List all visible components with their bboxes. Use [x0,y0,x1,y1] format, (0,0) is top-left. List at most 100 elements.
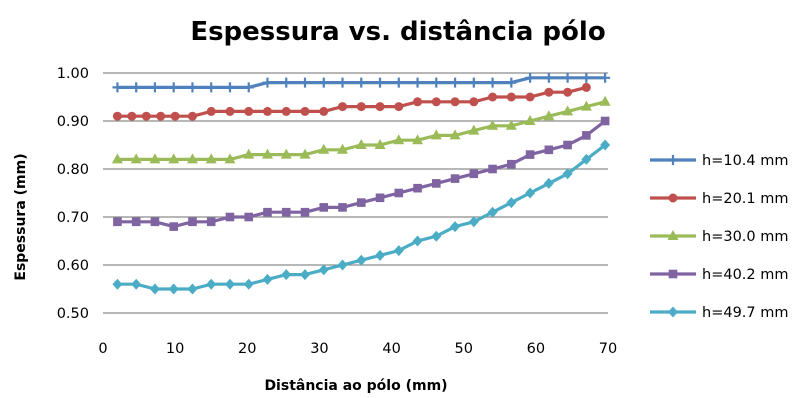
data-point [374,139,386,149]
data-point [431,77,442,88]
x-tick-label: 60 [527,341,545,357]
data-point [375,249,386,261]
data-point [150,217,160,227]
data-point [149,153,161,164]
data-point [262,273,273,285]
y-tick-label: 1.00 [57,66,89,82]
legend-label: h=20.1 mm [702,191,788,207]
data-point [300,77,310,88]
data-point [188,217,197,227]
x-tick-label: 20 [238,341,256,357]
data-point [243,82,254,93]
data-point [224,82,235,93]
data-point [525,92,535,102]
data-point [355,139,367,149]
legend-marker [668,306,678,318]
data-point [600,116,610,126]
series-1 [112,82,591,121]
data-point [356,254,367,266]
data-point [337,143,349,154]
y-axis-title: Espessura (mm) [13,153,29,280]
data-point [468,77,479,88]
data-point [300,269,310,281]
data-point [600,139,611,151]
series-2 [111,95,611,164]
data-point [375,193,385,203]
data-point [431,230,442,242]
data-point [356,77,367,88]
data-point [149,283,160,295]
data-point [319,106,329,116]
data-point [562,168,573,180]
data-point [225,106,235,116]
series-0 [112,72,611,93]
data-point [375,102,385,112]
data-point [563,140,572,150]
data-point [488,164,497,174]
data-point [543,177,554,189]
x-tick-label: 40 [382,341,400,357]
data-point [544,87,554,97]
data-point [156,111,166,121]
data-point [141,111,151,121]
data-point [149,82,160,93]
data-point [111,153,123,164]
data-point [356,102,366,112]
y-tick-label: 0.60 [57,258,89,274]
series-line [117,119,607,229]
data-point [469,97,479,107]
data-point [506,92,516,102]
data-point [412,235,423,247]
data-point [168,82,179,93]
data-point [394,188,404,198]
data-point [544,145,554,155]
data-point [393,134,405,145]
data-point [187,283,198,295]
data-point [412,77,423,88]
data-point [543,110,555,121]
x-tick-label: 0 [98,341,107,357]
data-point [281,269,292,281]
x-tick-label: 70 [599,341,617,357]
data-point [131,278,142,290]
data-point [337,259,348,271]
data-point [281,207,291,217]
y-tick-label: 0.80 [57,162,89,178]
data-point [187,111,197,121]
data-point [450,221,461,233]
data-point [581,153,592,165]
legend-item: h=49.7 mm [650,305,788,321]
legend: h=10.4 mm h=20.1 mm h=30.0 mm h=40.2 mm h=49… [650,153,788,321]
x-tick-label: 30 [310,341,328,357]
legend-item: h=20.1 mm [650,191,788,207]
data-point [543,72,554,83]
data-point [244,106,254,116]
data-point [318,77,329,88]
data-point [318,143,330,154]
data-point [206,106,216,116]
data-point [413,97,423,107]
data-point [224,153,236,164]
data-point [505,119,517,130]
data-point [468,124,480,135]
data-point [243,278,254,290]
data-point [170,111,180,121]
data-point [127,111,137,121]
data-point [130,153,142,164]
data-point [412,134,424,145]
data-point [525,150,535,159]
legend-item: h=10.4 mm [650,153,788,169]
legend-item: h=40.2 mm [650,267,788,283]
data-point [431,97,441,107]
data-point [356,198,366,207]
data-point [281,77,292,88]
data-point [338,203,347,212]
legend-marker [668,155,678,165]
legend-label: h=30.0 mm [702,229,788,245]
data-point [581,82,591,92]
data-point [487,119,499,130]
data-point [262,106,272,116]
data-point [524,115,536,125]
